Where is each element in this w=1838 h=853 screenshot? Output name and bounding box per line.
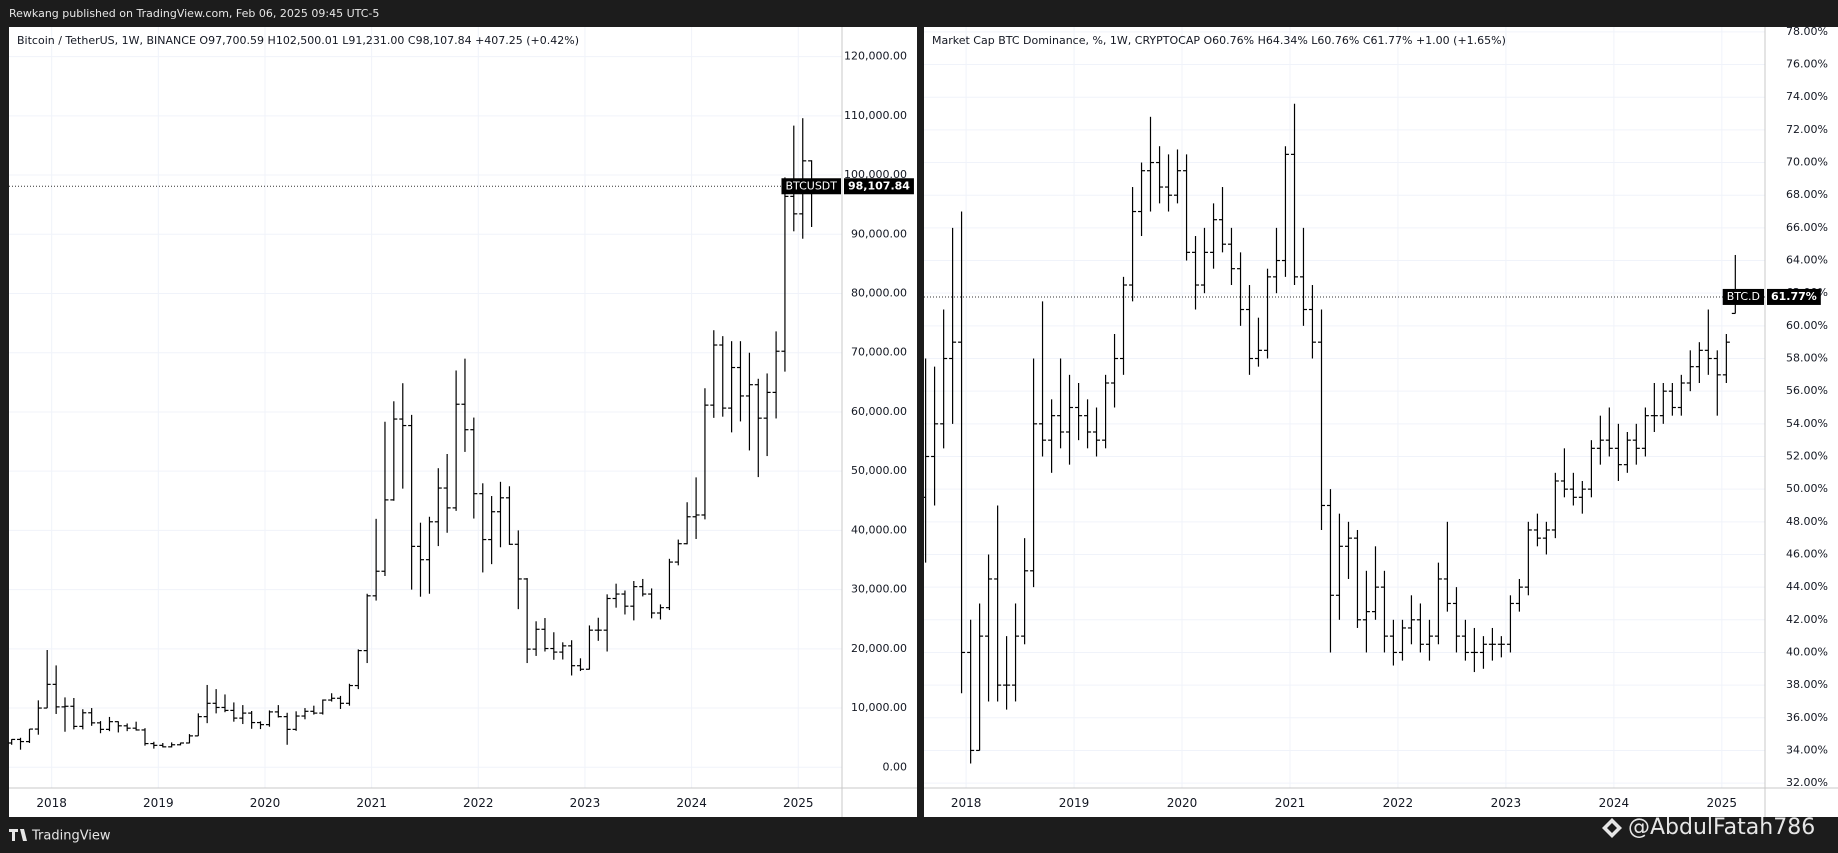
price-badge bbox=[844, 178, 914, 195]
x-tick-label: 2023 bbox=[570, 796, 601, 810]
y-tick-label: 46.00% bbox=[1786, 547, 1828, 560]
x-tick-label: 2020 bbox=[1167, 796, 1198, 810]
y-tick-label: 76.00% bbox=[1786, 58, 1828, 71]
y-tick-label: 68.00% bbox=[1786, 188, 1828, 201]
x-tick-label: 2022 bbox=[1383, 796, 1414, 810]
symbol-badge bbox=[1722, 288, 1764, 305]
y-tick-label: 42.00% bbox=[1786, 613, 1828, 626]
y-tick-label: 50,000.00 bbox=[851, 464, 907, 477]
price-badge bbox=[1767, 288, 1821, 305]
y-tick-label: 100,000.00 bbox=[844, 168, 907, 181]
x-tick-label: 2018 bbox=[951, 796, 982, 810]
chart-legend: Market Cap BTC Dominance, %, 1W, CRYPTOC… bbox=[932, 34, 1506, 47]
y-tick-label: 66.00% bbox=[1786, 221, 1828, 234]
y-tick-label: 56.00% bbox=[1786, 384, 1828, 397]
y-tick-label: 70.00% bbox=[1786, 156, 1828, 169]
y-tick-label: 34.00% bbox=[1786, 743, 1828, 756]
y-tick-label: 44.00% bbox=[1786, 580, 1828, 593]
y-tick-label: 60.00% bbox=[1786, 319, 1828, 332]
x-tick-label: 2025 bbox=[783, 796, 814, 810]
panel-background bbox=[9, 27, 917, 817]
y-tick-label: 10,000.00 bbox=[851, 701, 907, 714]
price-badge-label: 61.77% bbox=[1771, 290, 1817, 303]
x-tick-label: 2022 bbox=[463, 796, 494, 810]
y-tick-label: 32.00% bbox=[1786, 776, 1828, 789]
symbol-badge bbox=[781, 178, 841, 195]
chart-legend: Bitcoin / TetherUS, 1W, BINANCE O97,700.… bbox=[17, 34, 579, 47]
publish-info: Rewkang published on TradingView.com, Fe… bbox=[9, 7, 379, 20]
y-tick-label: 38.00% bbox=[1786, 678, 1828, 691]
panel-separator bbox=[917, 27, 924, 817]
x-tick-label: 2021 bbox=[1275, 796, 1306, 810]
y-tick-label: 120,000.00 bbox=[844, 50, 907, 63]
x-tick-label: 2020 bbox=[250, 796, 281, 810]
tv-logo bbox=[9, 829, 27, 841]
y-tick-label: 30,000.00 bbox=[851, 583, 907, 596]
y-tick-label: 72.00% bbox=[1786, 123, 1828, 136]
y-tick-label: 36.00% bbox=[1786, 711, 1828, 724]
y-tick-label: 40.00% bbox=[1786, 645, 1828, 658]
brand: TradingView bbox=[31, 829, 111, 844]
x-tick-label: 2019 bbox=[143, 796, 174, 810]
y-tick-label: 70,000.00 bbox=[851, 346, 907, 359]
price-badge-label: 98,107.84 bbox=[848, 179, 910, 192]
x-tick-label: 2021 bbox=[356, 796, 387, 810]
y-tick-label: 58.00% bbox=[1786, 352, 1828, 365]
watermark-icon bbox=[1602, 818, 1622, 838]
y-tick-label: 48.00% bbox=[1786, 515, 1828, 528]
y-tick-label: 0.00 bbox=[883, 760, 908, 773]
y-tick-label: 90,000.00 bbox=[851, 227, 907, 240]
x-tick-label: 2019 bbox=[1059, 796, 1090, 810]
y-tick-label: 20,000.00 bbox=[851, 642, 907, 655]
y-tick-label: 80,000.00 bbox=[851, 286, 907, 299]
x-tick-label: 2025 bbox=[1707, 796, 1738, 810]
y-tick-label: 60,000.00 bbox=[851, 405, 907, 418]
x-tick-label: 2024 bbox=[676, 796, 707, 810]
y-tick-label: 110,000.00 bbox=[844, 109, 907, 122]
x-tick-label: 2023 bbox=[1491, 796, 1522, 810]
y-tick-label: 78.00% bbox=[1786, 25, 1828, 38]
symbol-badge-label: BTCUSDT bbox=[785, 179, 837, 192]
y-tick-label: 64.00% bbox=[1786, 254, 1828, 267]
y-tick-label: 52.00% bbox=[1786, 449, 1828, 462]
symbol-badge-label: BTC.D bbox=[1727, 290, 1760, 303]
y-tick-label: 74.00% bbox=[1786, 90, 1828, 103]
y-tick-label: 50.00% bbox=[1786, 482, 1828, 495]
x-tick-label: 2018 bbox=[36, 796, 67, 810]
watermark: @AbdulFatah786 bbox=[1628, 815, 1815, 840]
y-tick-label: 40,000.00 bbox=[851, 523, 907, 536]
y-tick-label: 54.00% bbox=[1786, 417, 1828, 430]
x-tick-label: 2024 bbox=[1599, 796, 1630, 810]
